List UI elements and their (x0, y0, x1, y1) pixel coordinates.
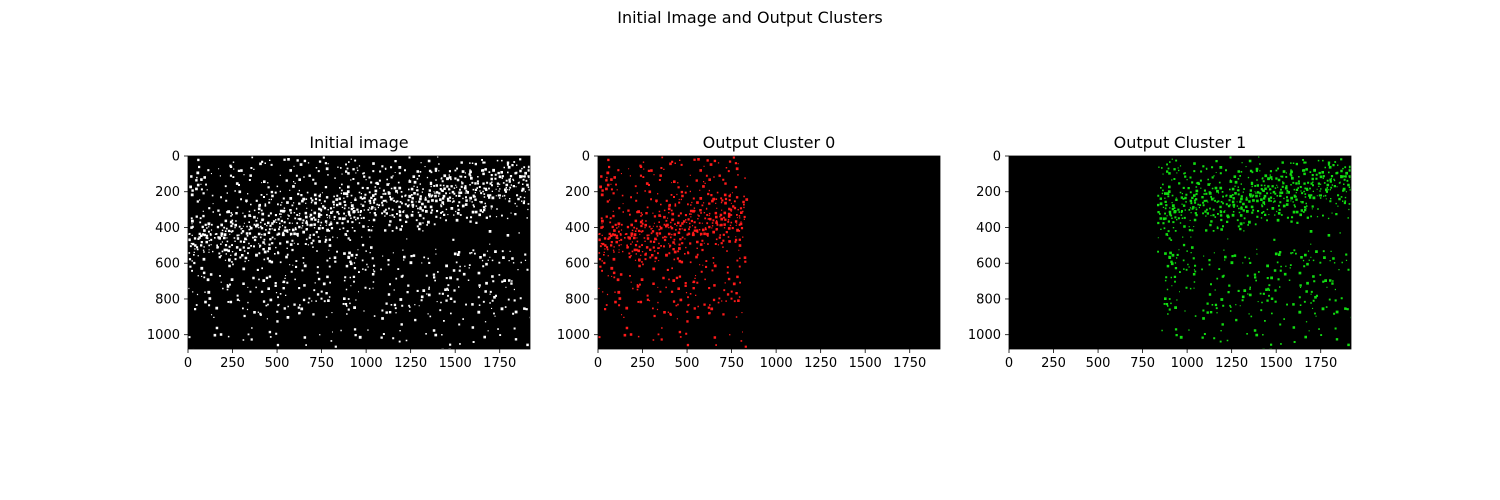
y-tick-label: 800 (155, 292, 180, 307)
x-tick-label: 750 (719, 356, 744, 371)
x-tick-label: 1500 (439, 356, 472, 371)
y-tick-label: 0 (172, 150, 180, 165)
y-tick-label: 1000 (557, 328, 590, 343)
x-tick-label: 750 (309, 356, 334, 371)
y-tick-label: 600 (155, 257, 180, 272)
y-tick-label: 400 (565, 221, 590, 236)
panels: Initial image 0 250 500 750 1000 1250 1500 1750 0… (147, 133, 1352, 371)
y-tick-label: 800 (976, 292, 1001, 307)
x-tick-label: 750 (1130, 356, 1155, 371)
y-tick-label: 0 (993, 150, 1001, 165)
y-tick-label: 600 (976, 257, 1001, 272)
y-tick-label: 400 (155, 221, 180, 236)
panel-2: Output Cluster 1 0 250 500 750 1000 1250 1500 17… (968, 133, 1352, 371)
y-tick-label: 1000 (147, 328, 180, 343)
x-tick-label: 1750 (893, 356, 926, 371)
x-tick-label: 1500 (849, 356, 882, 371)
x-tick-label: 1000 (1171, 356, 1204, 371)
x-tick-label: 250 (220, 356, 245, 371)
y-tick-label: 1000 (968, 328, 1001, 343)
panel-title: Output Cluster 1 (1114, 133, 1247, 152)
axes-frame (1008, 155, 1352, 350)
x-tick-label: 1250 (1215, 356, 1248, 371)
x-tick-label: 250 (630, 356, 655, 371)
y-tick-label: 400 (976, 221, 1001, 236)
y-tick-label: 200 (565, 185, 590, 200)
x-tick-label: 0 (1005, 356, 1013, 371)
x-tick-label: 1750 (1304, 356, 1337, 371)
x-tick-label: 1250 (804, 356, 837, 371)
x-tick-label: 500 (1086, 356, 1111, 371)
figure-suptitle: Initial Image and Output Clusters (617, 8, 883, 27)
x-tick-label: 500 (675, 356, 700, 371)
axes-frame (597, 155, 941, 350)
axes-frame (187, 155, 531, 350)
x-tick-label: 0 (594, 356, 602, 371)
x-tick-label: 0 (184, 356, 192, 371)
x-tick-label: 1750 (483, 356, 516, 371)
y-tick-label: 200 (155, 185, 180, 200)
x-tick-label: 1000 (350, 356, 383, 371)
y-tick-label: 0 (582, 150, 590, 165)
image-pixels (188, 156, 530, 349)
x-tick-label: 500 (265, 356, 290, 371)
panel-title: Output Cluster 0 (703, 133, 836, 152)
y-tick-label: 600 (565, 257, 590, 272)
x-tick-label: 1000 (760, 356, 793, 371)
y-tick-label: 800 (565, 292, 590, 307)
panel-1: Output Cluster 0 0 250 500 750 1000 1250 1500 17… (557, 133, 941, 371)
image-pixels (1157, 156, 1351, 349)
y-tick-label: 200 (976, 185, 1001, 200)
x-tick-label: 250 (1041, 356, 1066, 371)
panel-0: Initial image 0 250 500 750 1000 1250 1500 1750 0… (147, 133, 531, 371)
panel-title: Initial image (309, 133, 408, 152)
image-background (1009, 156, 1351, 349)
x-tick-label: 1250 (394, 356, 427, 371)
x-tick-label: 1500 (1260, 356, 1293, 371)
